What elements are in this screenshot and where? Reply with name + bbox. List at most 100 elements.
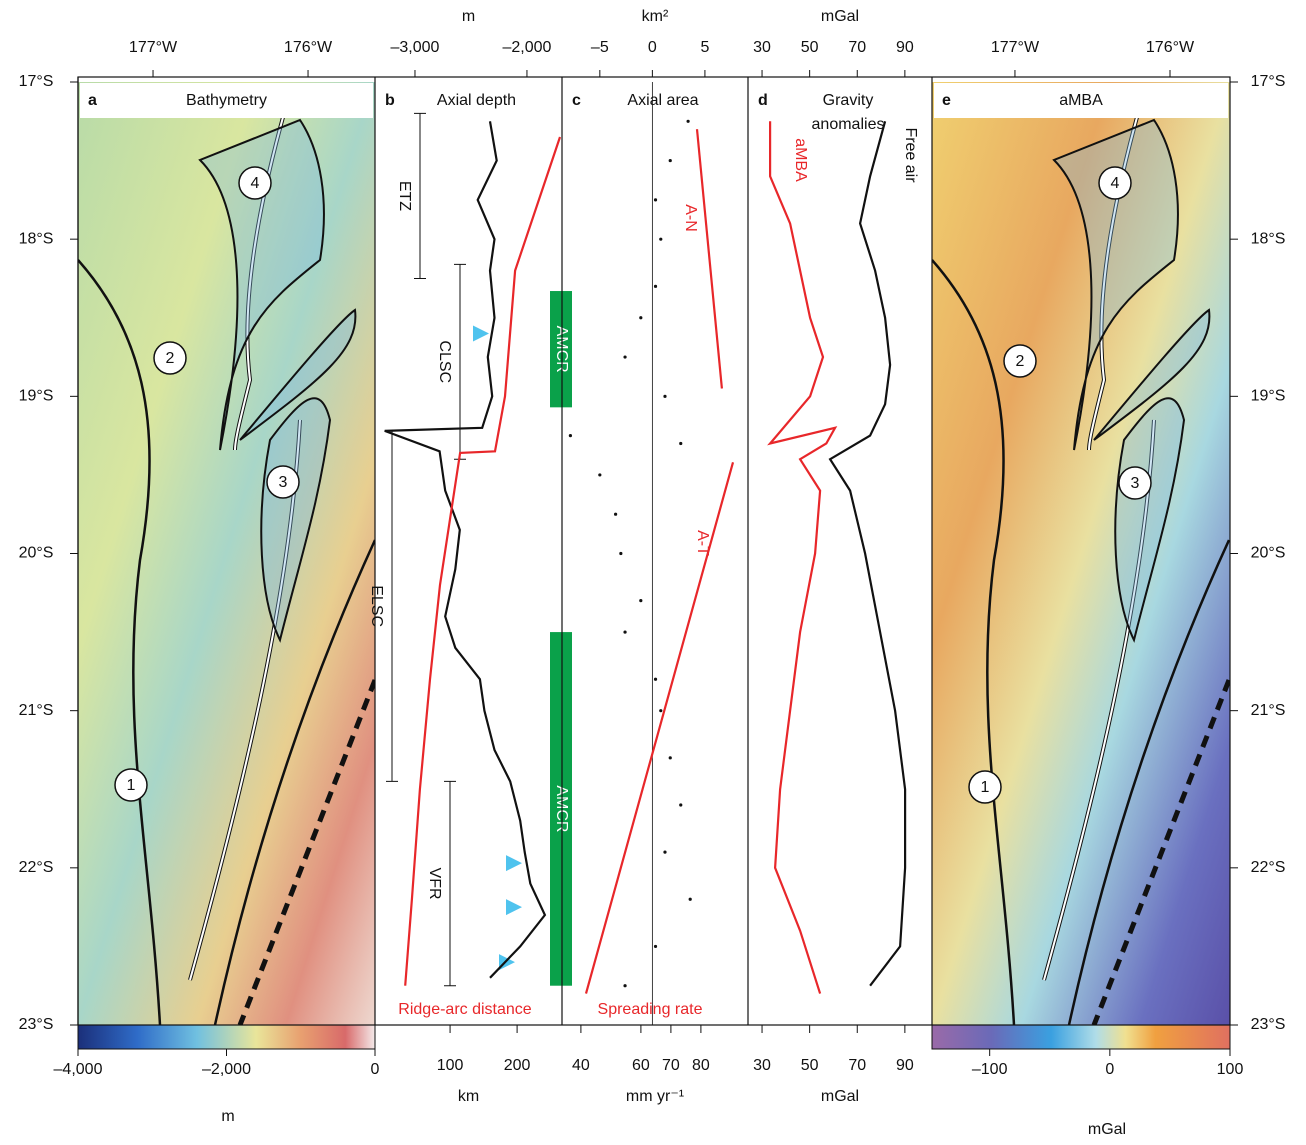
triangle-marker <box>506 855 522 871</box>
figure: aaBathymetry177°W176°W17°S18°S19°S20°S21… <box>0 0 1306 1140</box>
x-tick-label: 176°W <box>1146 39 1195 56</box>
series-label: aMBA <box>792 138 809 182</box>
x2-tick-label: –5 <box>591 39 609 56</box>
area-point <box>679 803 682 806</box>
x2-axis-label: m <box>462 8 475 25</box>
series-line <box>697 129 722 388</box>
x-axis-label: mm yr⁻¹ <box>626 1088 684 1105</box>
x-tick-label: 100 <box>437 1057 464 1074</box>
colorbar-label: m <box>221 1108 234 1125</box>
amcr-label: AMCR <box>553 785 570 832</box>
x-tick-label: 70 <box>662 1057 680 1074</box>
y-tick-label: 21°S <box>1251 702 1286 719</box>
x-tick-label: 90 <box>896 1057 914 1074</box>
y-tick-label: 19°S <box>1251 388 1286 405</box>
panel-letter: a <box>88 92 97 109</box>
panel-title: aMBA <box>1059 92 1103 109</box>
interval-bracket <box>454 264 466 459</box>
interval-label: CLSC <box>436 340 453 383</box>
x-tick-label: 80 <box>692 1057 710 1074</box>
amcr-label: AMCR <box>553 326 570 373</box>
x-tick-label: 177°W <box>129 39 178 56</box>
y-tick-label: 18°S <box>1251 230 1286 247</box>
y-tick-label: 23°S <box>19 1016 54 1033</box>
area-point <box>569 434 572 437</box>
x2-tick-label: 30 <box>753 39 771 56</box>
series-line <box>830 121 905 985</box>
area-point <box>654 198 657 201</box>
area-point <box>623 984 626 987</box>
site-label: 3 <box>1131 475 1140 492</box>
colorbar-tick-label: 0 <box>371 1061 380 1078</box>
y-tick-label: 22°S <box>19 859 54 876</box>
triangle-marker <box>506 899 522 915</box>
site-label: 1 <box>127 777 136 794</box>
area-point <box>669 159 672 162</box>
series-line <box>405 137 560 986</box>
y-tick-label: 22°S <box>1251 859 1286 876</box>
area-point <box>614 513 617 516</box>
x2-tick-label: –3,000 <box>391 39 440 56</box>
x-tick-label: 50 <box>801 1057 819 1074</box>
area-point <box>659 709 662 712</box>
x-tick-label: 176°W <box>284 39 333 56</box>
y-tick-label: 23°S <box>1251 1016 1286 1033</box>
x2-tick-label: 5 <box>700 39 709 56</box>
x2-tick-label: 50 <box>801 39 819 56</box>
site-label: 2 <box>1016 353 1025 370</box>
x2-axis-label: mGal <box>821 8 859 25</box>
series-label: Ridge-arc distance <box>398 1001 532 1018</box>
y-tick-label: 19°S <box>19 388 54 405</box>
x-tick-label: 177°W <box>991 39 1040 56</box>
panel-title: anomalies <box>812 116 885 133</box>
series-label: A-T <box>694 530 711 556</box>
x2-tick-label: –2,000 <box>502 39 551 56</box>
y-tick-label: 17°S <box>1251 73 1286 90</box>
area-point <box>654 678 657 681</box>
x2-tick-label: 0 <box>648 39 657 56</box>
y-tick-label: 17°S <box>19 73 54 90</box>
x-axis-label: mGal <box>821 1088 859 1105</box>
area-point <box>654 285 657 288</box>
x2-tick-label: 70 <box>848 39 866 56</box>
panel-title: Axial area <box>627 92 698 109</box>
interval-bracket <box>386 431 398 781</box>
panel-title: Bathymetry <box>186 92 267 109</box>
x-tick-label: 30 <box>753 1057 771 1074</box>
y-tick-label: 18°S <box>19 230 54 247</box>
colorbar-tick-label: –100 <box>972 1061 1008 1078</box>
site-label: 3 <box>279 474 288 491</box>
area-point <box>598 473 601 476</box>
x-tick-label: 60 <box>632 1057 650 1074</box>
y-tick-label: 21°S <box>19 702 54 719</box>
interval-bracket <box>414 113 426 278</box>
area-point <box>687 120 690 123</box>
x-tick-label: 200 <box>504 1057 531 1074</box>
area-point <box>679 442 682 445</box>
panel-letter: b <box>385 92 395 109</box>
y-tick-label: 20°S <box>19 545 54 562</box>
area-point <box>639 316 642 319</box>
x-tick-label: 70 <box>848 1057 866 1074</box>
panel-letter: d <box>758 92 768 109</box>
site-label: 1 <box>981 779 990 796</box>
legend-label: Spreading rate <box>598 1001 703 1018</box>
colorbar <box>932 1025 1230 1049</box>
panel-letter: e <box>942 92 951 109</box>
series-line <box>385 121 545 978</box>
area-point <box>669 756 672 759</box>
series-line <box>770 121 835 993</box>
colorbar-tick-label: 100 <box>1217 1061 1244 1078</box>
area-point <box>619 552 622 555</box>
panel-letter: c <box>572 92 581 109</box>
interval-label: VFR <box>426 868 443 900</box>
panel-title: Axial depth <box>437 92 516 109</box>
colorbar-label: mGal <box>1088 1121 1126 1138</box>
x-tick-label: 40 <box>572 1057 590 1074</box>
x2-axis-label: km² <box>642 8 669 25</box>
area-point <box>659 238 662 241</box>
area-point <box>639 599 642 602</box>
area-point <box>623 630 626 633</box>
amba-map <box>932 82 1230 1025</box>
colorbar <box>78 1025 375 1049</box>
